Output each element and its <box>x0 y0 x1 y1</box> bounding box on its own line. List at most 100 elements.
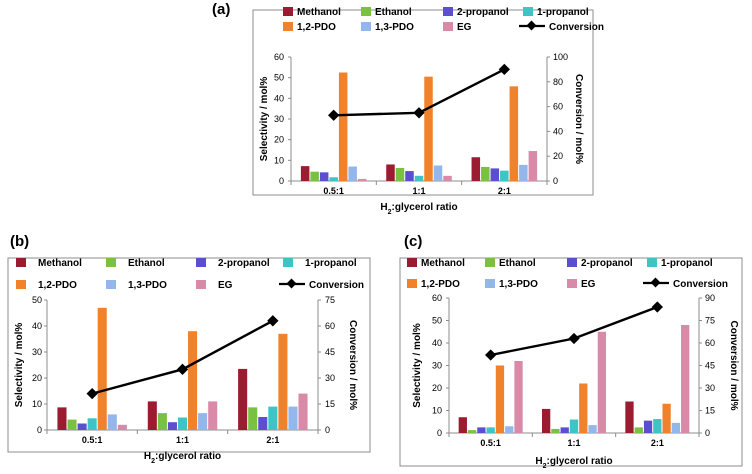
legend-item: Methanol <box>407 258 465 269</box>
conversion-marker <box>328 109 340 121</box>
bar-ethanol <box>248 407 258 430</box>
legend-label: 1,3-PDO <box>128 280 167 291</box>
legend-label: Methanol <box>297 7 341 18</box>
y-axis-title: Selectivity / mol% <box>14 323 25 408</box>
legend-swatch <box>361 7 371 16</box>
legend-item: 2-propanol <box>443 7 509 18</box>
bar-1-3-pdo <box>107 414 117 430</box>
y2-tick-label: 30 <box>705 383 715 393</box>
conversion-marker <box>86 387 98 400</box>
y2-tick-label: 60 <box>325 321 335 331</box>
conversion-marker <box>485 349 497 361</box>
legend-label: 2-propanol <box>457 7 509 18</box>
bar-methanol <box>471 157 481 181</box>
legend-item: 1-propanol <box>647 258 713 269</box>
legend-item: EG <box>196 280 233 291</box>
legend-label: 1,3-PDO <box>499 279 538 290</box>
legend-swatch <box>485 279 495 288</box>
bar-2-propanol <box>77 423 87 430</box>
x-tick-label: 1:1 <box>176 435 189 445</box>
legend-label: 1-propanol <box>661 258 713 269</box>
panel-letter: (c) <box>404 233 422 250</box>
bar-1-propanol <box>87 418 97 430</box>
y-axis-title: Selectivity / mol% <box>259 77 270 162</box>
y2-tick-label: 20 <box>553 151 563 161</box>
legend-marker-swatch <box>286 278 297 289</box>
bar-methanol <box>458 417 467 433</box>
bar-eg <box>117 424 127 430</box>
legend-label: Conversion <box>549 22 604 33</box>
y-tick-label: 10 <box>274 155 284 165</box>
y2-tick-label: 15 <box>705 406 715 416</box>
bar-1-2-pdo <box>495 365 505 433</box>
legend-item: 1,2-PDO <box>407 279 460 290</box>
bar-methanol <box>147 401 157 430</box>
y2-tick-label: 100 <box>553 52 568 62</box>
bar-1-2-pdo <box>338 72 348 181</box>
y2-tick-label: 60 <box>705 338 715 348</box>
bar-ethanol <box>551 428 560 433</box>
y-tick-label: 50 <box>32 295 42 305</box>
x-tick-label: 2:1 <box>266 435 279 445</box>
bar-eg <box>597 331 606 433</box>
bar-1-3-pdo <box>588 425 597 433</box>
y2-tick-label: 80 <box>553 77 563 87</box>
legend-item: 1-propanol <box>283 258 357 269</box>
bar-methanol <box>57 407 67 430</box>
legend-item: 2-propanol <box>196 258 270 269</box>
x-axis-title: H2:glycerol ratio <box>535 456 612 470</box>
legend-swatch <box>16 280 26 289</box>
legend-item: Conversion <box>519 20 604 33</box>
y-tick-label: 40 <box>32 321 42 331</box>
y-tick-label: 30 <box>32 347 42 357</box>
bar-eg <box>528 151 538 181</box>
bar-1-propanol <box>653 419 662 433</box>
y-tick-label: 10 <box>32 399 42 409</box>
bar-1-2-pdo <box>278 333 288 430</box>
legend-swatch <box>196 258 206 267</box>
legend-item: Conversion <box>279 278 364 291</box>
panel-a: (a) Methanol Ethanol 2-propanol 1-propanol 1,… <box>212 1 604 216</box>
bar-eg <box>443 175 452 181</box>
bar-1-propanol <box>569 419 579 433</box>
legend-item: 1,3-PDO <box>106 280 167 291</box>
legend-swatch <box>196 280 206 289</box>
panel-letter: (a) <box>212 1 230 18</box>
bar-1-3-pdo <box>519 164 528 181</box>
bar-ethanol <box>395 167 405 181</box>
y2-tick-label: 45 <box>705 361 715 371</box>
legend-swatch <box>523 7 533 16</box>
bar-2-propanol <box>477 427 486 433</box>
panel-letter: (b) <box>10 233 29 250</box>
legend-swatch <box>283 7 293 16</box>
bar-ethanol <box>634 427 643 433</box>
legend-item: 1,3-PDO <box>485 279 538 290</box>
y2-tick-label: 0 <box>325 425 330 435</box>
y2-tick-label: 60 <box>553 102 563 112</box>
bar-eg <box>681 325 690 433</box>
legend-swatch <box>443 22 453 31</box>
legend-label: EG <box>581 279 596 290</box>
y2-tick-label: 0 <box>705 428 710 438</box>
legend-label: 2-propanol <box>581 258 633 269</box>
y-tick-label: 30 <box>432 361 442 371</box>
legend-label: 2-propanol <box>218 258 270 269</box>
y-tick-label: 0 <box>437 428 442 438</box>
bar-ethanol <box>157 413 167 430</box>
y2-tick-label: 75 <box>325 295 335 305</box>
y2-tick-label: 15 <box>325 399 335 409</box>
legend-label: Ethanol <box>375 7 412 18</box>
y2-axis-title: Conversion / mol% <box>347 320 358 410</box>
legend-item: Ethanol <box>361 7 412 18</box>
bar-1-propanol <box>177 417 188 430</box>
panel-frame <box>252 9 594 196</box>
y2-tick-label: 40 <box>553 126 563 136</box>
legend-swatch <box>485 258 495 267</box>
bar-1-2-pdo <box>579 383 588 433</box>
conversion-marker <box>651 301 663 313</box>
y2-tick-label: 45 <box>325 347 335 357</box>
panel-frame <box>7 257 371 453</box>
bar-1-propanol <box>486 427 495 433</box>
legend-item: 1,2-PDO <box>283 22 336 33</box>
